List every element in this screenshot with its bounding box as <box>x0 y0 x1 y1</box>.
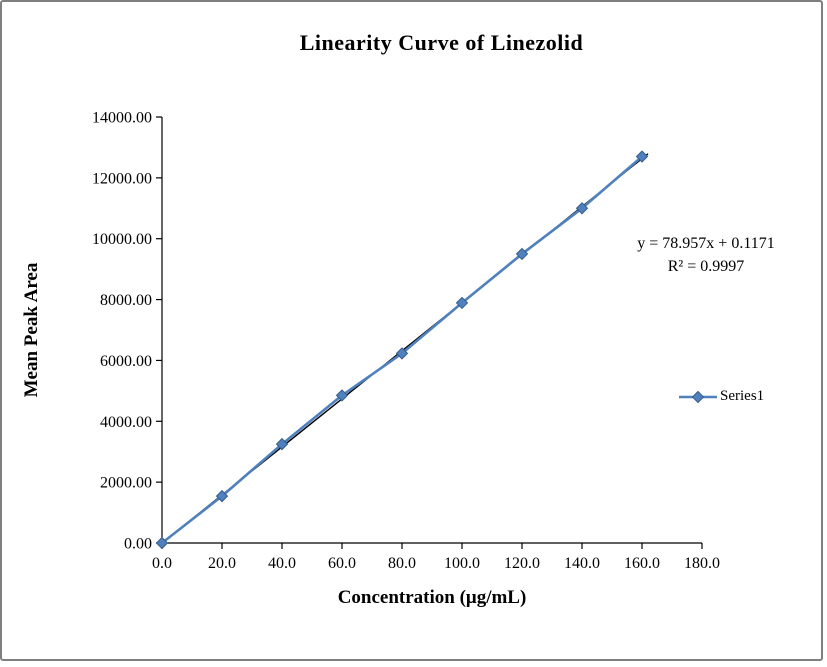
svg-text:8000.00: 8000.00 <box>100 292 152 309</box>
svg-text:0.00: 0.00 <box>124 536 152 553</box>
svg-text:140.0: 140.0 <box>564 555 600 572</box>
svg-text:60.0: 60.0 <box>328 555 356 572</box>
x-axis-title: Concentration (μg/mL) <box>337 587 527 608</box>
series-diamond-marker-icon <box>679 390 717 403</box>
svg-text:160.0: 160.0 <box>624 555 660 572</box>
svg-text:80.0: 80.0 <box>388 555 416 572</box>
svg-text:2000.00: 2000.00 <box>100 475 152 492</box>
legend-label: Series1 <box>720 388 765 404</box>
svg-text:40.0: 40.0 <box>268 555 296 572</box>
svg-text:20.0: 20.0 <box>208 555 236 572</box>
svg-text:100.0: 100.0 <box>444 555 480 572</box>
svg-text:180.0: 180.0 <box>684 555 720 572</box>
trendline-r-squared: R² = 0.9997 <box>667 258 745 276</box>
svg-text:12000.00: 12000.00 <box>92 170 152 187</box>
svg-text:0.0: 0.0 <box>152 555 172 572</box>
y-axis-title: Mean Peak Area <box>21 262 42 398</box>
svg-text:6000.00: 6000.00 <box>100 353 152 370</box>
legend: Series1 <box>678 388 764 405</box>
trendline-annotation: y = 78.957x + 0.1171 R² = 0.9997 <box>602 232 810 278</box>
svg-text:14000.00: 14000.00 <box>92 110 152 127</box>
svg-text:120.0: 120.0 <box>504 555 540 572</box>
svg-text:10000.00: 10000.00 <box>92 231 152 248</box>
trendline-equation: y = 78.957x + 0.1171 <box>637 235 775 252</box>
svg-text:4000.00: 4000.00 <box>100 414 152 431</box>
chart-title: Linearity Curve of Linezolid <box>299 30 584 55</box>
